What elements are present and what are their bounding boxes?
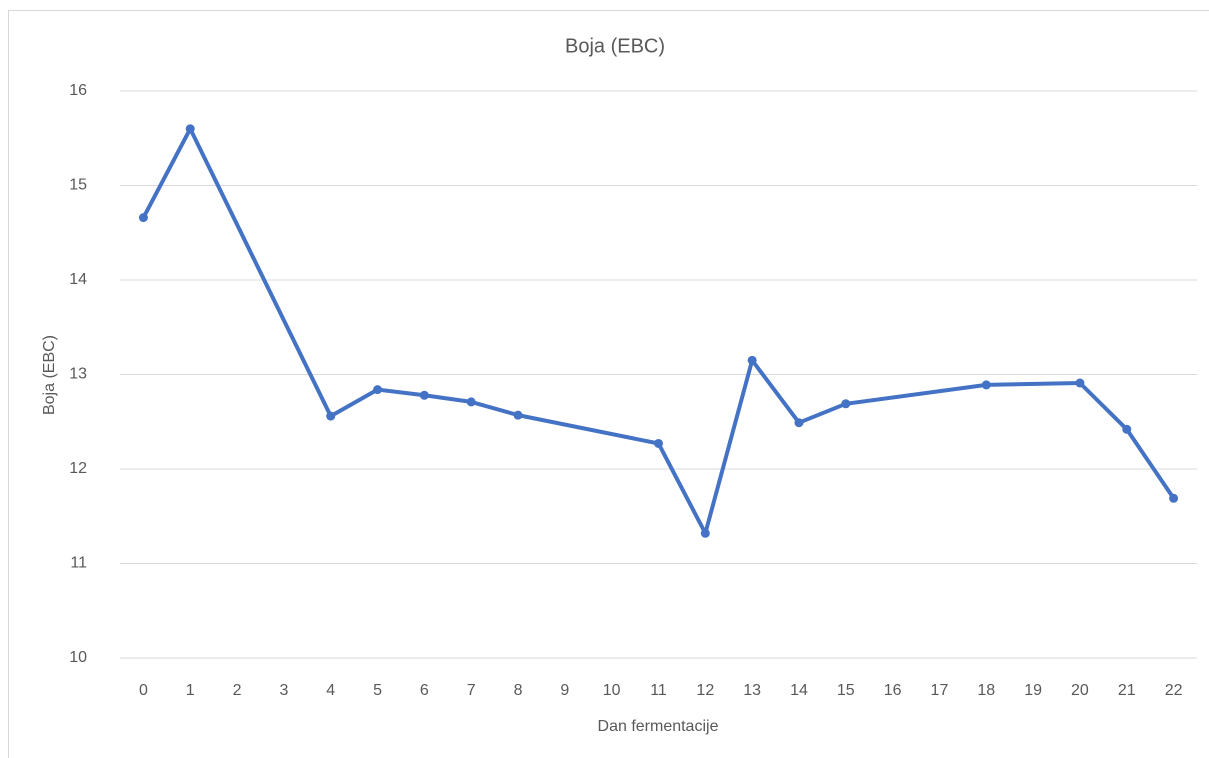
x-tick-label: 2 — [233, 682, 242, 699]
data-point — [841, 399, 851, 409]
x-tick-label: 5 — [373, 682, 382, 699]
x-tick-label: 10 — [603, 682, 621, 699]
y-axis-label: Boja (EBC) — [41, 335, 58, 415]
x-tick-label: 22 — [1165, 682, 1183, 699]
data-point — [138, 213, 148, 223]
x-tick-label: 11 — [650, 682, 667, 699]
x-tick-label: 17 — [931, 682, 949, 699]
x-tick-label: 9 — [560, 682, 569, 699]
x-tick-label: 13 — [743, 682, 761, 699]
x-tick-label: 1 — [186, 682, 195, 699]
y-tick-label: 16 — [69, 82, 87, 99]
x-tick-label: 14 — [790, 682, 808, 699]
y-tick-label: 10 — [69, 649, 87, 666]
data-point — [185, 124, 195, 134]
x-tick-label: 18 — [977, 682, 995, 699]
data-point — [747, 355, 757, 365]
x-tick-label: 15 — [837, 682, 855, 699]
chart-border — [8, 10, 1209, 758]
y-tick-label: 13 — [69, 366, 87, 383]
y-tick-label: 11 — [70, 555, 87, 572]
x-tick-label: 19 — [1024, 682, 1042, 699]
x-tick-label: 16 — [884, 682, 902, 699]
x-tick-label: 6 — [420, 682, 429, 699]
data-point — [466, 397, 476, 407]
y-tick-label: 14 — [69, 271, 87, 288]
chart-title: Boja (EBC) — [565, 35, 665, 57]
x-tick-label: 3 — [279, 682, 288, 699]
data-point — [700, 528, 710, 538]
y-tick-label: 12 — [69, 460, 87, 477]
data-point — [513, 410, 523, 420]
data-point — [981, 380, 991, 390]
data-point — [654, 438, 663, 448]
x-tick-label: 20 — [1071, 682, 1089, 699]
x-tick-label: 8 — [514, 682, 523, 699]
data-point — [1169, 493, 1179, 503]
x-tick-label: 0 — [139, 682, 148, 699]
data-point — [373, 385, 383, 395]
data-point — [1122, 424, 1132, 434]
data-point — [419, 390, 429, 400]
data-line — [141, 126, 1176, 536]
x-axis-label: Dan fermentacije — [598, 718, 719, 735]
x-tick-label: 12 — [696, 682, 714, 699]
data-point — [794, 418, 804, 428]
data-point — [1075, 378, 1085, 388]
x-tick-label: 7 — [467, 682, 476, 699]
data-point — [326, 411, 336, 421]
x-tick-label: 21 — [1118, 682, 1136, 699]
x-tick-label: 4 — [326, 682, 335, 699]
y-tick-label: 15 — [69, 177, 87, 194]
